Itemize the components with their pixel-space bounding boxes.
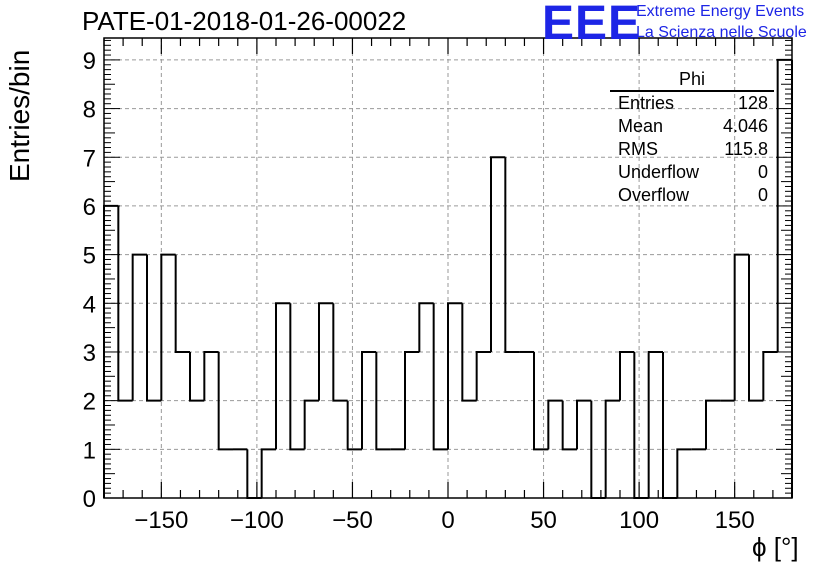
histogram-bin [647, 350, 663, 498]
histogram-bin [432, 303, 448, 451]
histogram-bin [490, 156, 506, 352]
stats-row-underflow: Underflow 0 [610, 161, 774, 184]
brand-line-2: La Scienza nelle Scuole [636, 24, 807, 41]
histogram-bin [160, 253, 176, 401]
histogram-bin [174, 254, 190, 353]
histogram-bin [576, 399, 592, 450]
histogram-bin [762, 350, 778, 401]
x-tick-label: −150 [134, 507, 188, 534]
y-axis-label: Entries/bin [4, 49, 35, 182]
histogram-bin [318, 302, 334, 401]
y-tick-label: 2 [83, 389, 96, 416]
y-tick-label: 6 [83, 194, 96, 221]
stats-label: Underflow [618, 162, 700, 182]
stats-label: RMS [618, 139, 658, 159]
x-tick-label: 0 [441, 507, 454, 534]
histogram-bin [561, 400, 577, 451]
histogram-bin [619, 350, 635, 401]
eee-logo: EEE [542, 0, 642, 50]
histogram-bin [275, 302, 291, 450]
stats-box: Phi Entries 128 Mean 4.046 RMS 115.8 Und… [610, 68, 774, 207]
y-tick-label: 3 [83, 340, 96, 367]
y-tick-label: 4 [83, 291, 96, 318]
histogram-bin [748, 254, 764, 402]
histogram-bin [504, 157, 520, 353]
y-tick-label: 5 [83, 243, 96, 270]
x-tick-label: 100 [619, 507, 659, 534]
stats-value: 0 [757, 185, 768, 205]
histogram-bin [475, 350, 491, 401]
histogram-bin [418, 302, 434, 352]
brand-line-1: Extreme Energy Events [636, 3, 805, 20]
y-tick-label: 8 [83, 97, 96, 124]
histogram-bin [131, 253, 147, 401]
histogram-bin [289, 303, 305, 451]
histogram-bin [461, 303, 477, 402]
y-tick-label: 7 [83, 145, 96, 172]
stats-label: Overflow [618, 185, 690, 205]
stats-row-mean: Mean 4.046 [610, 115, 774, 138]
y-tick-label: 1 [83, 437, 96, 464]
histogram-bin [217, 351, 233, 451]
y-tick-label: 9 [83, 48, 96, 75]
histogram-bin [375, 351, 391, 451]
stats-value: 128 [737, 93, 768, 113]
stats-row-entries: Entries 128 [610, 92, 774, 115]
y-tick-label: 0 [83, 486, 96, 513]
histogram-bin [633, 351, 649, 499]
chart-title: PATE-01-2018-01-26-00022 [82, 6, 407, 36]
x-tick-label: −50 [332, 507, 373, 534]
stats-value: 115.8 [724, 139, 768, 159]
histogram-bin [705, 399, 721, 450]
histogram-bin [361, 350, 377, 450]
histogram-bin [332, 303, 348, 402]
x-tick-label: 150 [715, 507, 755, 534]
stats-label: Mean [618, 116, 664, 136]
histogram-bin [662, 351, 678, 499]
histogram-bin [733, 253, 749, 401]
stats-label: Entries [618, 93, 675, 113]
histogram-bin [146, 254, 162, 402]
histogram-bin [203, 350, 219, 401]
histogram-bin [447, 302, 463, 450]
stats-row-overflow: Overflow 0 [610, 184, 774, 207]
stats-title: Phi [610, 68, 774, 92]
histogram-bin [303, 399, 319, 450]
histogram-bin [547, 399, 563, 450]
histogram-bin [404, 350, 420, 450]
stats-value: 0 [757, 162, 768, 182]
histogram-bin [676, 448, 692, 498]
x-axis-label: ϕ [°] [752, 532, 799, 562]
histogram-bin [246, 449, 262, 499]
histogram-bin [533, 351, 549, 451]
histogram-bin [189, 351, 205, 402]
histogram-bin [346, 400, 362, 451]
stats-value: 4.046 [722, 116, 768, 136]
histogram-bin [604, 399, 620, 498]
stats-row-rms: RMS 115.8 [610, 138, 774, 161]
histogram-bin [260, 448, 276, 498]
x-tick-label: 50 [530, 507, 557, 534]
x-tick-label: −100 [230, 507, 284, 534]
